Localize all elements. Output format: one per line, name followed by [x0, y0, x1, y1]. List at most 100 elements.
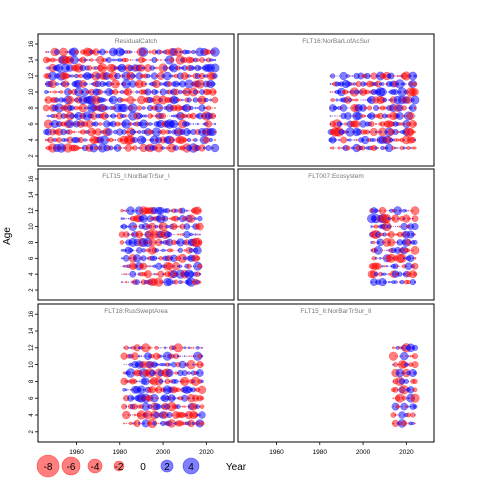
residual-point — [118, 146, 122, 150]
residual-point — [334, 147, 336, 149]
residual-point — [185, 209, 188, 212]
residual-point — [159, 354, 163, 358]
residual-point — [144, 114, 148, 118]
legend-label: 2 — [164, 462, 170, 473]
residual-point — [346, 90, 350, 94]
residual-point — [182, 249, 184, 251]
residual-point — [127, 414, 130, 416]
residual-point — [208, 137, 213, 143]
residual-point — [397, 281, 399, 283]
residual-point — [175, 249, 177, 251]
residual-point — [395, 355, 397, 357]
residual-point — [133, 130, 137, 134]
residual-point — [384, 249, 386, 251]
residual-point — [82, 139, 84, 141]
residual-point — [120, 281, 123, 284]
residual-point — [213, 130, 217, 134]
residual-point — [343, 123, 345, 125]
y-tick-label: 8 — [29, 240, 35, 244]
x-tick-label: 1980 — [313, 449, 328, 456]
residual-point — [199, 123, 201, 125]
residual-point — [209, 107, 212, 109]
residual-point — [382, 280, 387, 284]
residual-point — [412, 353, 418, 360]
residual-point — [112, 147, 115, 149]
residual-point — [210, 143, 220, 153]
residual-point — [194, 364, 197, 366]
residual-point — [55, 91, 58, 93]
residual-point — [331, 146, 335, 150]
residual-point — [178, 98, 182, 102]
residual-point — [334, 75, 336, 77]
residual-point — [164, 115, 166, 117]
residual-point — [190, 139, 192, 141]
residual-point — [364, 114, 367, 118]
residual-point — [410, 218, 412, 220]
residual-point — [66, 82, 70, 86]
residual-point — [394, 225, 397, 228]
residual-point — [173, 279, 179, 285]
residual-point — [386, 273, 388, 275]
residual-point — [77, 146, 81, 150]
residual-point — [114, 114, 117, 118]
residual-point — [386, 249, 388, 252]
residual-point — [131, 91, 134, 93]
residual-point — [192, 123, 195, 125]
residual-point — [371, 138, 376, 142]
residual-point — [179, 347, 181, 349]
residual-point — [396, 265, 399, 268]
residual-point — [392, 233, 395, 236]
residual-point — [131, 422, 134, 425]
residual-point — [189, 232, 193, 237]
residual-point — [166, 115, 168, 117]
residual-point — [411, 232, 415, 237]
residual-point — [51, 91, 54, 93]
residual-point — [172, 139, 175, 141]
residual-point — [347, 107, 349, 109]
residual-point — [105, 50, 109, 54]
residual-point — [214, 107, 216, 109]
residual-point — [168, 217, 171, 220]
residual-point — [129, 91, 132, 93]
residual-point — [375, 241, 377, 243]
residual-point — [136, 273, 138, 275]
residual-point — [131, 249, 134, 252]
residual-point — [393, 280, 398, 284]
residual-point — [413, 256, 417, 260]
residual-point — [212, 73, 218, 79]
residual-point — [159, 82, 163, 86]
residual-point — [329, 83, 332, 85]
residual-point — [105, 99, 108, 101]
residual-point — [398, 405, 401, 408]
residual-point — [362, 99, 364, 101]
residual-point — [414, 131, 416, 133]
residual-point — [173, 372, 175, 374]
panel-5: FLT18:RusSweptArea 2 4 6 8 10 12 14 16 1960 1980 20… — [29, 303, 235, 456]
residual-point — [329, 91, 332, 93]
residual-point — [49, 90, 52, 94]
residual-point — [165, 369, 174, 377]
residual-point — [127, 273, 130, 275]
residual-point — [377, 257, 379, 259]
residual-point — [124, 114, 128, 118]
residual-point — [157, 249, 160, 252]
residual-point — [382, 106, 387, 110]
residual-point — [70, 74, 74, 78]
residual-point — [123, 273, 125, 275]
residual-point — [373, 123, 375, 125]
residual-point — [207, 99, 210, 101]
residual-point — [132, 59, 134, 61]
residual-point — [374, 122, 378, 126]
residual-point — [405, 83, 407, 85]
residual-point — [214, 83, 216, 85]
residual-point — [181, 280, 184, 284]
residual-point — [344, 112, 352, 120]
residual-point — [408, 71, 418, 81]
bubble-group — [388, 343, 420, 428]
residual-point — [412, 81, 418, 87]
residual-point — [370, 225, 374, 228]
residual-point — [163, 346, 167, 350]
residual-point — [414, 115, 416, 117]
y-tick-label: 4 — [29, 272, 35, 276]
